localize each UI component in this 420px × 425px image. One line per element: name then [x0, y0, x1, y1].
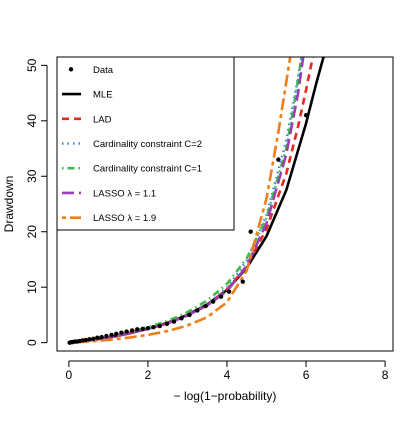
data-point	[203, 303, 208, 309]
data-point	[276, 157, 281, 162]
legend-label-lasso-1-1: LASSO λ = 1.1	[93, 188, 156, 199]
legend: Data MLE LAD Cardinality constraint C=2 Card…	[56, 56, 235, 231]
points-layer	[67, 113, 309, 345]
x-tick-label: 4	[224, 368, 231, 382]
data-point	[135, 327, 140, 332]
data-point	[83, 337, 89, 343]
data-point	[226, 289, 232, 294]
data-point	[179, 316, 184, 321]
x-axis-title: − log(1−probability)	[174, 389, 277, 403]
x-tick-label: 2	[145, 368, 152, 382]
data-point	[164, 321, 170, 327]
data-point	[129, 328, 135, 333]
data-point	[157, 323, 162, 329]
x-tick-label: 0	[66, 368, 73, 382]
data-point	[104, 333, 109, 339]
data-point	[151, 324, 156, 330]
axes-layer: 0 2 4 6 8 0 10 20 30 40 50	[25, 56, 394, 382]
legend-label-cardinality-constraint-c-1: Cardinality constraint C=1	[93, 164, 202, 175]
legend-box	[56, 56, 235, 231]
data-point	[99, 334, 104, 340]
data-point	[124, 329, 129, 334]
data-point	[114, 331, 119, 337]
y-tick-label: 20	[25, 225, 39, 239]
legend-label-data: Data	[93, 65, 114, 76]
legend-label-lad: LAD	[93, 114, 112, 125]
legend-label-mle: MLE	[93, 90, 113, 101]
data-point	[91, 336, 96, 341]
series-line-lasso-1-9	[68, 57, 292, 344]
data-point	[171, 319, 177, 324]
data-point	[210, 299, 216, 304]
legend-marker-data	[68, 67, 74, 72]
data-point	[109, 332, 114, 338]
data-point	[119, 330, 124, 335]
x-tick-label: 6	[303, 368, 310, 382]
data-point	[195, 308, 200, 313]
data-point	[240, 279, 245, 284]
legend-label-lasso-1-9: LASSO λ = 1.9	[93, 213, 156, 224]
y-tick-label: 10	[25, 280, 39, 294]
x-tick-label: 8	[382, 368, 389, 382]
data-point	[87, 337, 92, 342]
y-tick-label: 40	[25, 114, 39, 128]
legend-label-cardinality-constraint-c-2: Cardinality constraint C=2	[93, 139, 202, 150]
data-point	[248, 229, 253, 234]
y-tick-label: 50	[25, 58, 39, 72]
data-point	[303, 113, 309, 118]
data-point	[140, 326, 145, 332]
y-tick-label: 30	[25, 169, 39, 183]
data-point	[187, 312, 192, 318]
data-point	[145, 326, 151, 331]
data-point	[95, 335, 100, 340]
y-tick-label: 0	[25, 339, 39, 346]
data-point	[218, 294, 224, 299]
y-axis-title: Drawdown	[2, 176, 16, 233]
